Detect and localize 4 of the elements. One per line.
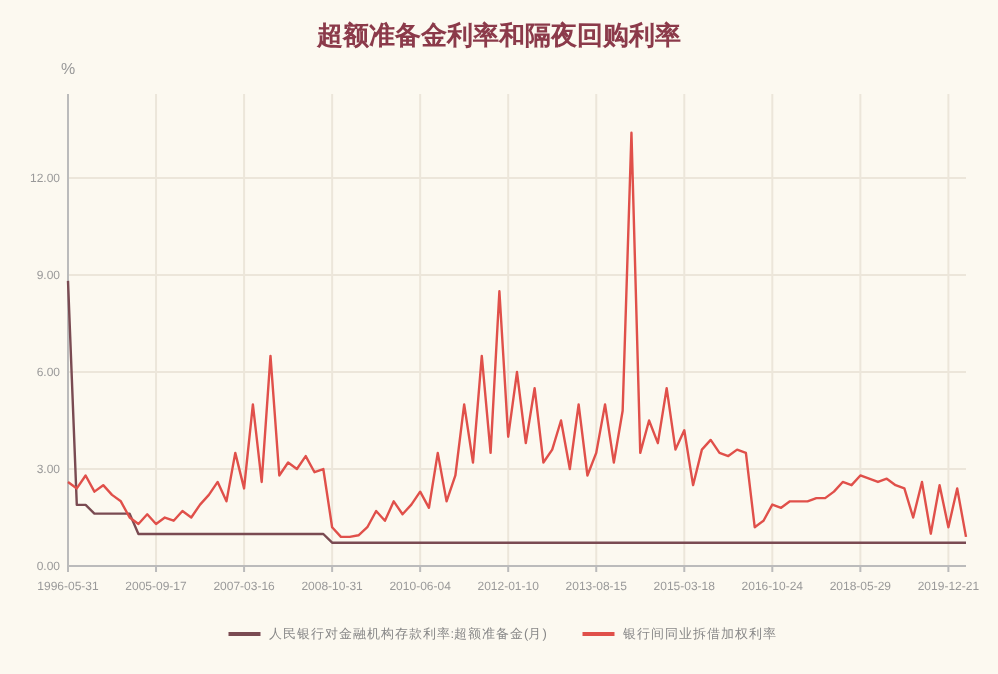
line-series — [66, 131, 968, 539]
chart-title: 超额准备金利率和隔夜回购利率 — [315, 20, 681, 50]
y-axis-title: % — [60, 60, 76, 78]
line-series — [66, 279, 968, 544]
